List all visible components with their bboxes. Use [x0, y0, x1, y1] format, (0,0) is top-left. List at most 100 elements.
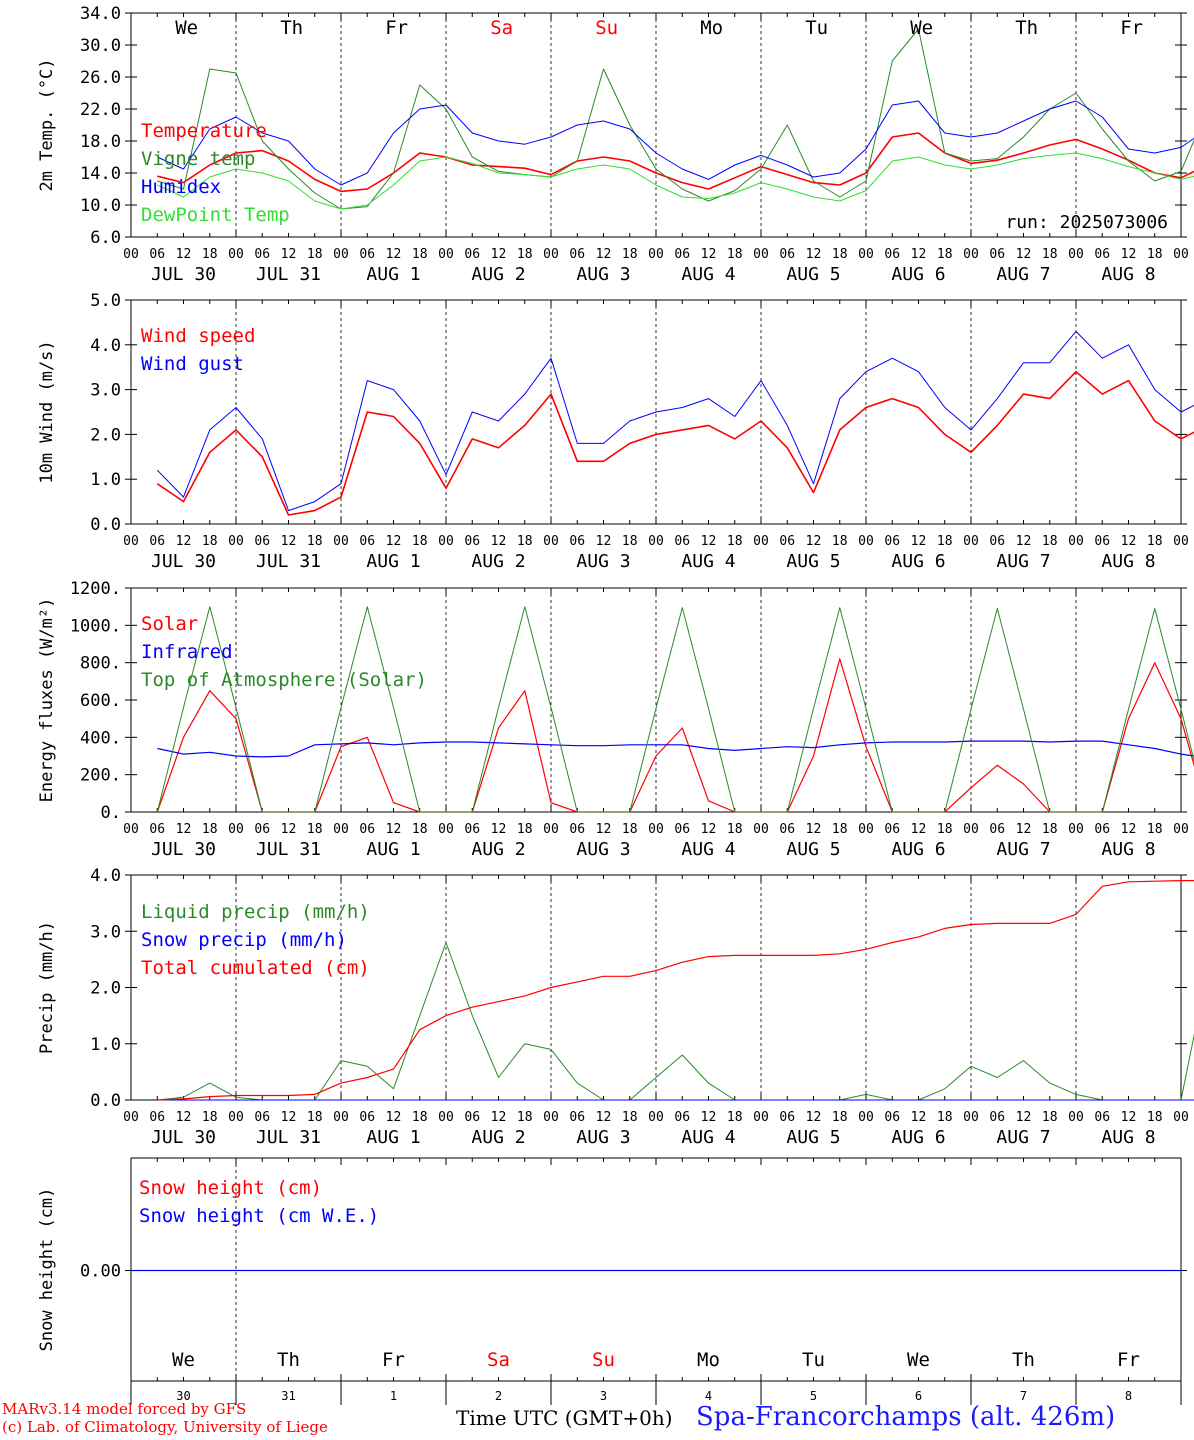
- hour-tick-label: 12: [701, 247, 717, 262]
- bottom-day-number: 5: [810, 1389, 817, 1403]
- hour-tick-label: 18: [307, 534, 323, 549]
- y-tick-label: 34.0: [80, 4, 121, 24]
- series-line-vigne-temp: [157, 28, 1194, 210]
- hour-tick-label: 18: [622, 534, 638, 549]
- y-tick-label: 18.0: [80, 132, 121, 152]
- date-label: AUG 1: [366, 551, 420, 572]
- hour-tick-label: 18: [202, 822, 218, 837]
- series-line-temperature: [157, 132, 1194, 193]
- hour-tick-label: 00: [1068, 822, 1084, 837]
- date-label: AUG 2: [471, 264, 525, 285]
- bottom-weekday-label: Fr: [1117, 1349, 1140, 1371]
- hour-tick-label: 06: [674, 1110, 690, 1125]
- hour-tick-label: 06: [989, 247, 1005, 262]
- hour-tick-label: 18: [1147, 1110, 1163, 1125]
- hour-tick-label: 12: [911, 247, 927, 262]
- bottom-weekday-label: Fr: [382, 1349, 405, 1371]
- y-tick-label: 0.0: [90, 515, 121, 535]
- hour-tick-label: 00: [648, 822, 664, 837]
- hour-tick-label: 06: [149, 1110, 165, 1125]
- hour-tick-label: 00: [1173, 1110, 1189, 1125]
- bottom-day-number: 30: [176, 1389, 190, 1403]
- hour-tick-label: 06: [359, 247, 375, 262]
- date-label: AUG 8: [1101, 551, 1155, 572]
- hour-tick-label: 18: [307, 822, 323, 837]
- hour-tick-label: 00: [1068, 534, 1084, 549]
- legend-entry: Temperature: [141, 120, 267, 142]
- hour-tick-label: 06: [569, 822, 585, 837]
- bottom-day-number: 3: [600, 1389, 607, 1403]
- date-label: AUG 5: [786, 551, 840, 572]
- hour-tick-label: 00: [333, 1110, 349, 1125]
- date-label: JUL 30: [151, 264, 216, 285]
- hour-tick-label: 18: [832, 822, 848, 837]
- y-tick-label: 14.0: [80, 164, 121, 184]
- hour-tick-label: 00: [1173, 822, 1189, 837]
- hour-tick-label: 12: [701, 534, 717, 549]
- hour-tick-label: 00: [963, 247, 979, 262]
- hour-tick-label: 18: [307, 1110, 323, 1125]
- y-tick-label: 400.: [80, 728, 121, 748]
- hour-tick-label: 00: [228, 534, 244, 549]
- hour-tick-label: 00: [753, 247, 769, 262]
- hour-tick-label: 12: [281, 822, 297, 837]
- y-tick-label: 0.: [101, 803, 121, 823]
- hour-tick-label: 12: [1016, 534, 1032, 549]
- series-line-wind-gust: [156, 330, 1194, 512]
- hour-tick-label: 00: [228, 822, 244, 837]
- y-axis-label: 2m Temp. (°C): [37, 58, 57, 191]
- hour-tick-label: 06: [149, 822, 165, 837]
- hour-tick-label: 06: [674, 822, 690, 837]
- hour-tick-label: 18: [937, 822, 953, 837]
- hour-tick-label: 12: [176, 822, 192, 837]
- hour-tick-label: 06: [254, 1110, 270, 1125]
- bottom-day-number: 4: [705, 1389, 712, 1403]
- date-label: AUG 1: [366, 839, 420, 860]
- bottom-day-number: 7: [1020, 1389, 1027, 1403]
- bottom-day-number: 31: [281, 1389, 295, 1403]
- y-tick-label: 5.0: [90, 291, 121, 311]
- legend-entry: DewPoint Temp: [141, 204, 290, 226]
- date-label: AUG 5: [786, 1127, 840, 1148]
- date-label: JUL 30: [151, 839, 216, 860]
- series-line-dewpoint-temp: [157, 152, 1194, 210]
- hour-tick-label: 00: [1068, 1110, 1084, 1125]
- hour-tick-label: 12: [596, 822, 612, 837]
- hour-tick-label: 06: [779, 247, 795, 262]
- hour-tick-label: 00: [858, 1110, 874, 1125]
- series-line-infrared: [157, 740, 1194, 758]
- hour-tick-label: 12: [386, 247, 402, 262]
- hour-tick-label: 06: [1094, 534, 1110, 549]
- weekday-label: Sa: [490, 17, 513, 39]
- hour-tick-label: 06: [989, 534, 1005, 549]
- run-label: run: 2025073006: [1005, 212, 1168, 233]
- y-tick-label: 4.0: [90, 866, 121, 886]
- series-line-liquid-precip-mm-h-: [157, 942, 1194, 1101]
- hour-tick-label: 06: [254, 247, 270, 262]
- legend-entry: Liquid precip (mm/h): [141, 901, 370, 923]
- y-tick-label: 30.0: [80, 36, 121, 56]
- bottom-weekday-label: Mo: [697, 1349, 720, 1371]
- hour-tick-label: 12: [1121, 822, 1137, 837]
- hour-tick-label: 00: [648, 247, 664, 262]
- hour-tick-label: 06: [359, 1110, 375, 1125]
- date-label: AUG 4: [681, 1127, 735, 1148]
- series-line-total-cumulated-cm-: [157, 879, 1194, 1101]
- hour-tick-label: 06: [674, 534, 690, 549]
- y-tick-label: 0.0: [90, 1091, 121, 1111]
- hour-tick-label: 06: [254, 534, 270, 549]
- hour-tick-label: 06: [149, 247, 165, 262]
- hour-tick-label: 00: [963, 1110, 979, 1125]
- bottom-weekday-label: We: [172, 1349, 195, 1371]
- hour-tick-label: 06: [884, 247, 900, 262]
- hour-tick-label: 12: [701, 822, 717, 837]
- panel-3: 0. 200. 400. 600. 800. 1000. 1200. Energy fluxe…: [37, 579, 1194, 860]
- hour-tick-label: 00: [543, 822, 559, 837]
- hour-tick-label: 00: [858, 534, 874, 549]
- hour-tick-label: 18: [1042, 1110, 1058, 1125]
- hour-tick-label: 18: [727, 1110, 743, 1125]
- hour-tick-label: 00: [123, 1110, 139, 1125]
- legend-entry: Wind speed: [141, 325, 255, 347]
- hour-tick-label: 06: [149, 534, 165, 549]
- hour-tick-label: 00: [228, 1110, 244, 1125]
